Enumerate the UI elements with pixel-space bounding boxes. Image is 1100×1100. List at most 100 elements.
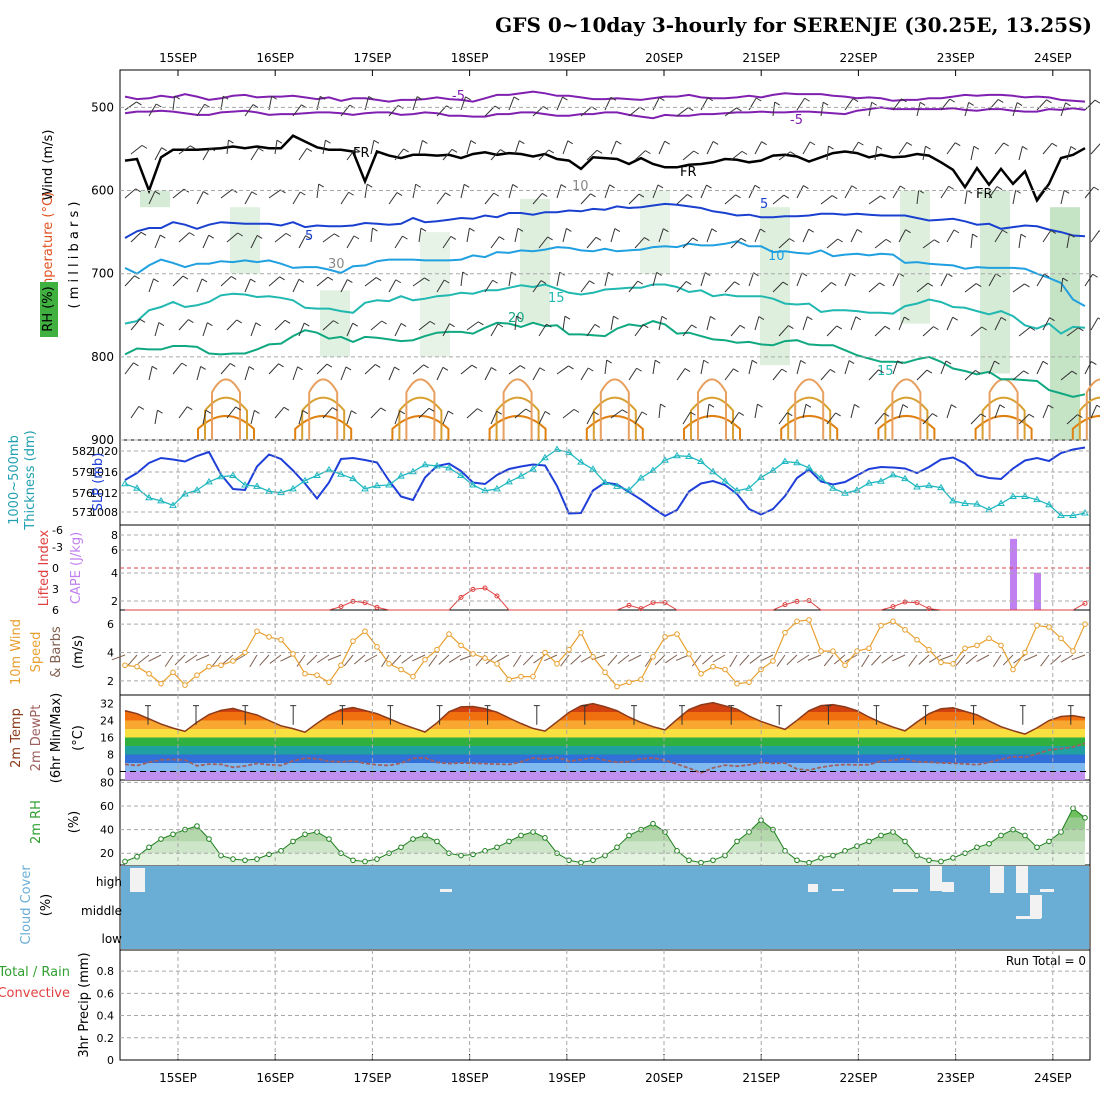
wind-barb-flag [368, 96, 374, 100]
wind-speed-point [938, 659, 944, 666]
wind-barb-flag [564, 315, 571, 320]
wind-barb [1066, 414, 1078, 425]
wind-speed-point [350, 638, 356, 644]
wind-barb-flag [352, 322, 358, 327]
wind-barb-flag [373, 139, 380, 144]
wind-barb-flag [573, 408, 580, 413]
wind-barb-flag [858, 141, 864, 146]
pressure-tick-label: 600 [91, 184, 114, 198]
wind-speed-point [314, 672, 320, 678]
label-slp: SLP (mb) [91, 453, 106, 512]
wind-barb-flag [174, 95, 180, 100]
wind-barb-flag [205, 409, 212, 414]
thickness-point [397, 472, 405, 479]
wind-barb [748, 185, 756, 199]
wind-barb [610, 316, 614, 331]
rh-point [602, 852, 608, 859]
rh-point [938, 858, 944, 865]
wind-barb-flag [347, 279, 353, 283]
wind-speed-point [626, 679, 632, 686]
wind-barb-flag [822, 101, 829, 106]
wind-barb [682, 237, 694, 249]
rh-point [350, 857, 356, 864]
wind-speed-point [434, 646, 440, 653]
wind-barb [298, 235, 307, 249]
thickness-point [145, 493, 153, 501]
wind-barb-flag [774, 101, 780, 106]
wind-barb [652, 360, 656, 375]
surface-barb [428, 654, 438, 667]
wind-barb-flag [447, 410, 454, 415]
wind-barb [826, 325, 838, 337]
series-line-1 [124, 448, 1086, 517]
rh-point [686, 857, 692, 864]
wind-barb [1090, 405, 1098, 419]
wind-barb-flag [926, 369, 933, 374]
wind-barb [730, 324, 741, 337]
wind-barb [796, 185, 804, 199]
cape-tick-label: 2 [111, 595, 118, 608]
surface-barb [776, 654, 786, 667]
wind-barb-flag [429, 320, 436, 325]
wind-barb-flag [594, 323, 601, 328]
wind-barb-flag [327, 276, 334, 281]
surface-barb [702, 654, 714, 665]
cloud-gap [1040, 889, 1054, 892]
warm-isotherm [884, 396, 929, 440]
wind-barb [556, 365, 569, 375]
wind-barb-flag [684, 368, 691, 372]
wind-barb-flag [782, 281, 789, 286]
wind-barb-flag [932, 413, 938, 418]
rh-tick-label: 60 [100, 800, 114, 813]
surface-barb [729, 654, 738, 668]
wind-speed-point [302, 670, 308, 677]
wind-barb [292, 366, 299, 381]
wind-barb [634, 411, 643, 425]
top-date-axis: 15SEP 16SEP 17SEP 18SEP 19SEP 20SEP 21SEP 22SEP… [159, 51, 1072, 76]
rh-point [866, 838, 872, 845]
wind-barb [1012, 283, 1025, 293]
wind-barb [244, 191, 253, 205]
rh-point [410, 836, 416, 842]
rh-point [398, 844, 404, 851]
wind-speed-point [338, 662, 344, 669]
wind-barb-flag [783, 194, 790, 199]
rh-point [206, 836, 212, 842]
wind-barb [628, 193, 640, 205]
wind-speed-point [470, 651, 476, 657]
warm-isotherm [301, 396, 346, 440]
wind-barb-flag [906, 141, 913, 146]
wind-barb-flag [516, 315, 522, 320]
wind-barb-flag [208, 234, 214, 239]
thickness-point [589, 465, 597, 472]
cloud-gap [942, 882, 954, 892]
surface-barb [1024, 654, 1038, 662]
wind-barb [562, 316, 566, 331]
cloud-gap [893, 889, 918, 892]
rh-point [230, 856, 236, 862]
wind-barb [580, 280, 590, 293]
wind-speed-point [986, 635, 992, 642]
label-minmax: (6hr Min/Max) [49, 693, 64, 783]
precip-tick-label: 0.2 [97, 1032, 115, 1045]
wind-barb [412, 96, 418, 111]
wind-barb-flag [278, 363, 284, 368]
rh-point [1046, 838, 1052, 845]
wind-barb [364, 364, 376, 375]
wind-barb [178, 319, 189, 331]
wind-barb [1084, 273, 1094, 287]
wind-barb-flag [153, 278, 159, 283]
wind-barb [796, 272, 803, 287]
rh-point [878, 832, 884, 839]
rh-point [818, 855, 824, 861]
surface-barb [570, 654, 582, 665]
thickness-point [637, 474, 645, 481]
precip-tick-label: 0 [107, 1054, 114, 1067]
wind-barb-flag [606, 359, 612, 364]
wind-barb-flag [615, 140, 622, 145]
wind-barb [676, 194, 688, 205]
warm-isotherm [974, 415, 1033, 440]
wind-barb-flag [685, 281, 692, 285]
wind-barb-flag [997, 99, 1004, 103]
